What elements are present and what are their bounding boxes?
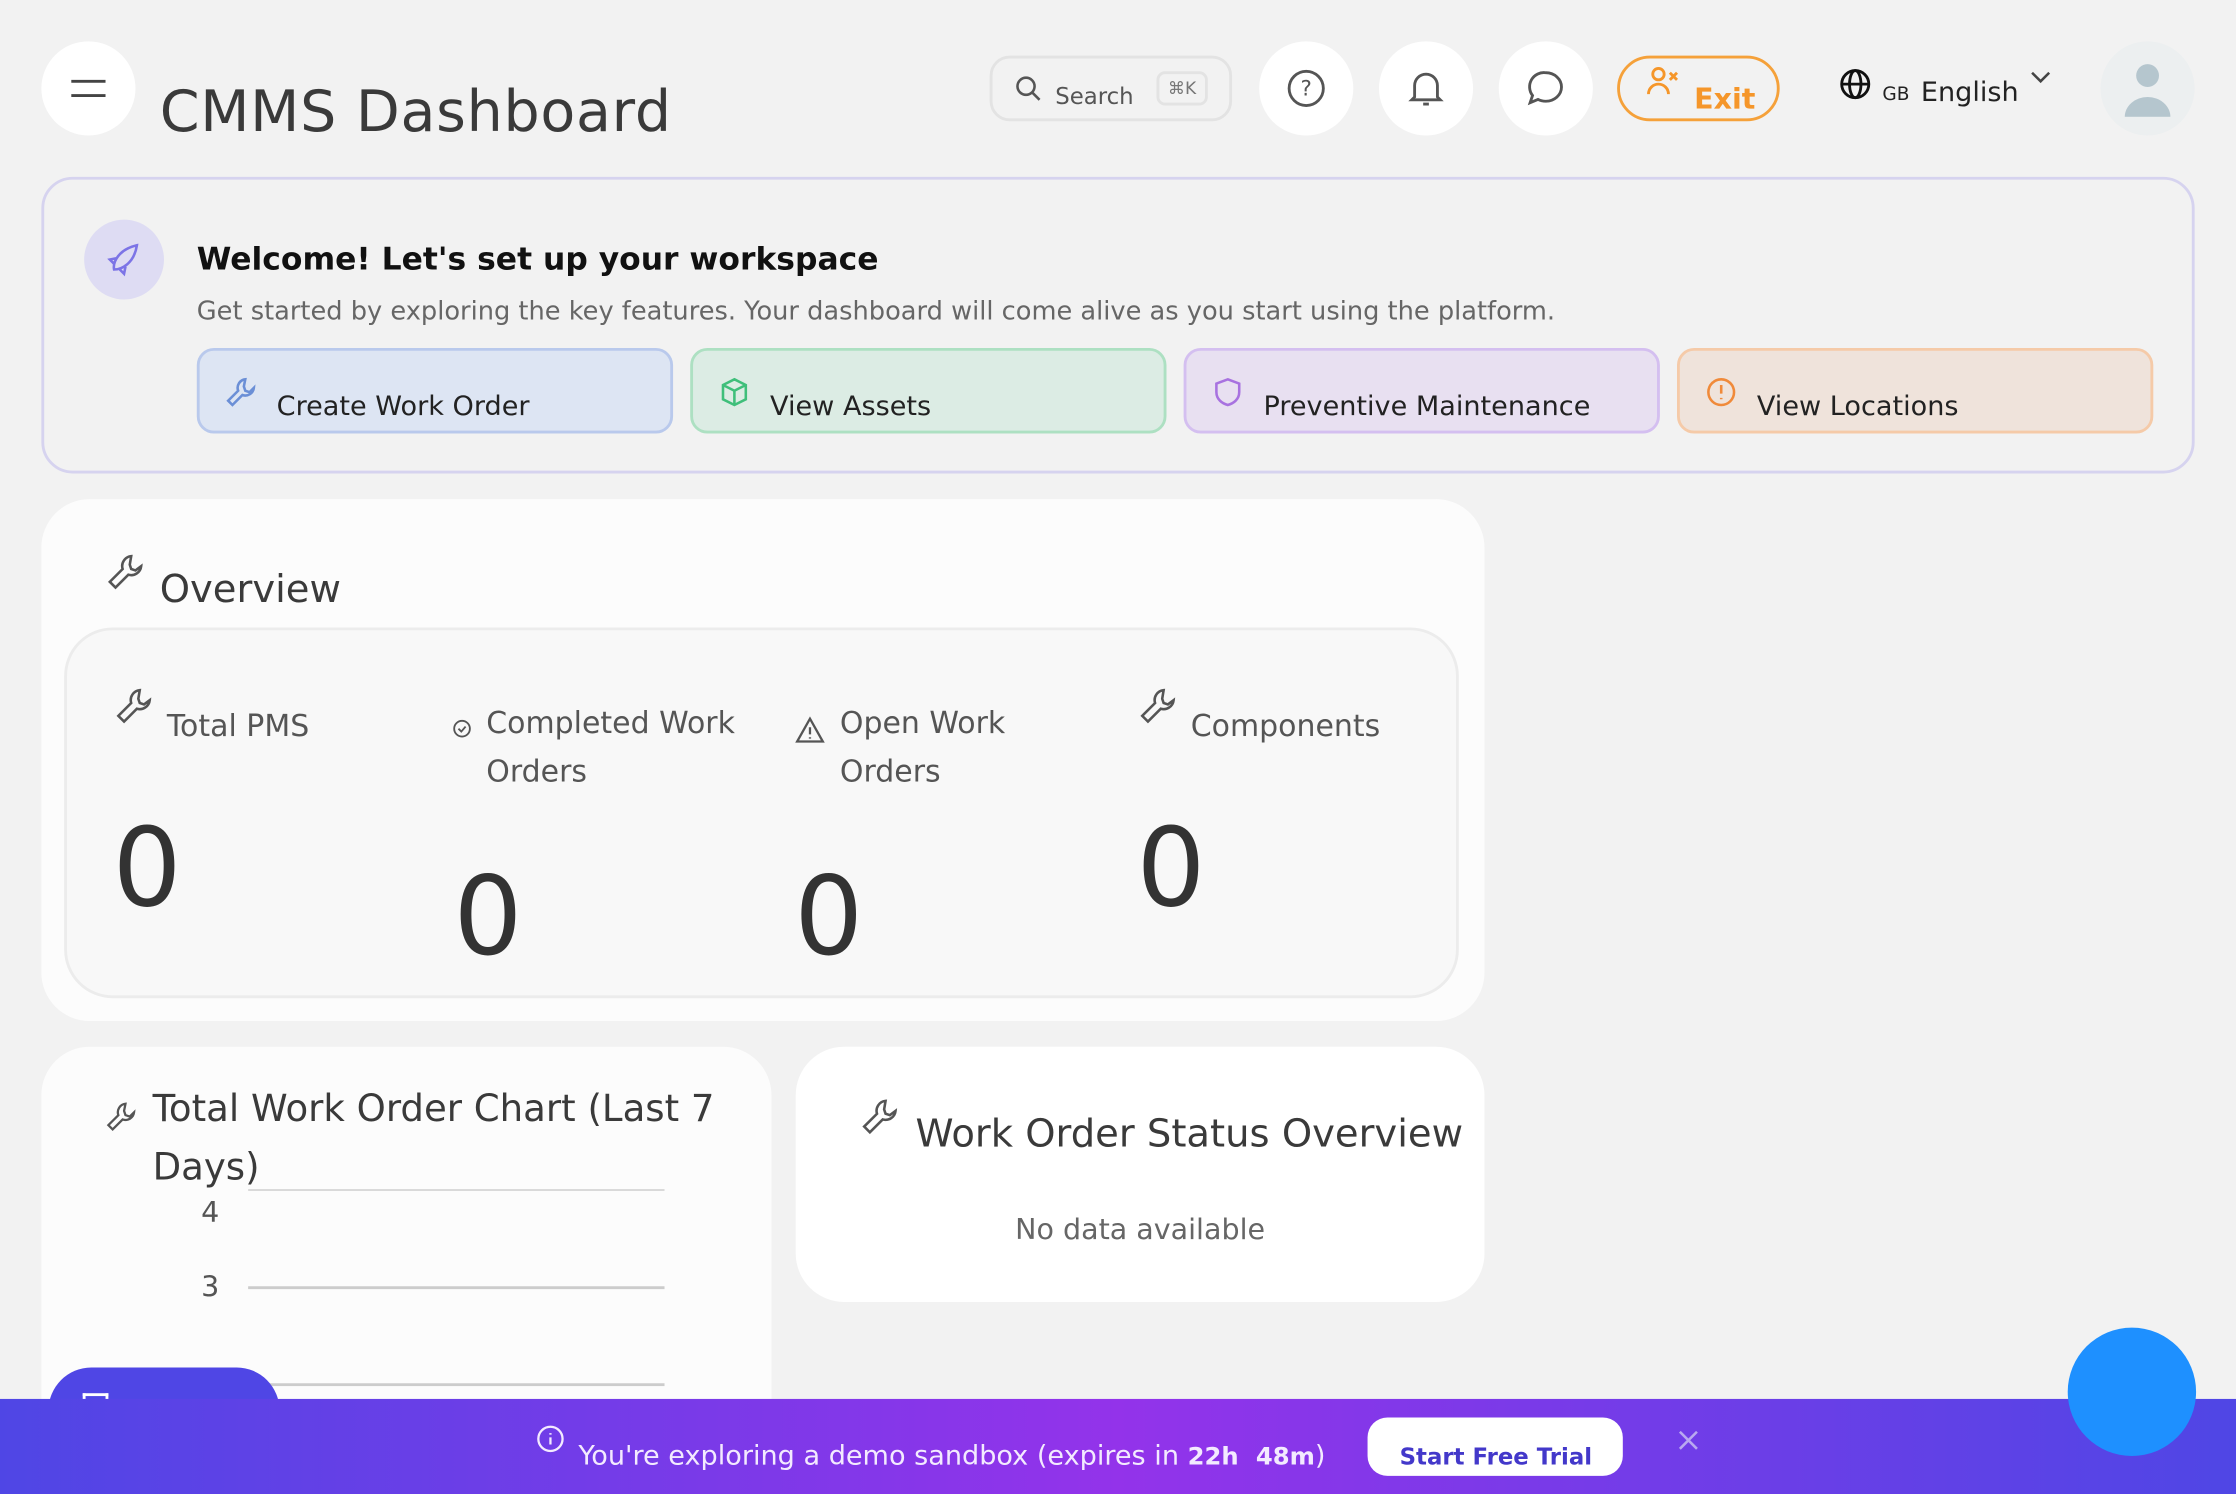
bell-icon <box>1408 72 1444 106</box>
wrench-icon <box>106 1102 136 1132</box>
stat-value: 0 <box>1136 804 1206 932</box>
chat-icon <box>1527 71 1563 106</box>
hamburger-icon <box>71 79 106 97</box>
stat-components: Components <box>1139 687 1380 750</box>
exit-button[interactable]: Exit <box>1617 55 1780 122</box>
view-assets-button[interactable]: View Assets <box>690 347 1167 434</box>
wrench-icon <box>226 377 256 407</box>
globe-icon <box>1840 69 1871 100</box>
svg-text:?: ? <box>1301 77 1312 102</box>
status-title: Work Order Status Overview <box>915 1112 1464 1157</box>
shield-icon <box>1215 377 1241 407</box>
overview-title: Overview <box>159 567 341 612</box>
rocket-icon <box>84 219 164 300</box>
stat-open-work-orders: Open Work Orders <box>794 699 1036 796</box>
stat-total-pms: Total PMS <box>116 687 309 750</box>
view-locations-button[interactable]: View Locations <box>1676 347 2154 434</box>
search-input[interactable]: Search ⌘K <box>989 55 1233 122</box>
warning-icon <box>795 716 825 743</box>
user-x-icon <box>1647 67 1679 95</box>
shortcut-hint: ⌘K <box>1156 71 1208 106</box>
welcome-subtitle: Get started by exploring the key feature… <box>196 296 1556 327</box>
gridline <box>248 1189 665 1191</box>
user-icon <box>2124 64 2171 117</box>
status-overview-card: Work Order Status Overview No data avail… <box>795 1046 1485 1302</box>
close-icon[interactable] <box>1678 1428 1701 1451</box>
stat-value: 0 <box>112 804 182 932</box>
stats-panel: Total PMS 0 Completed Work Orders 0 Open… <box>64 627 1459 999</box>
y-tick-label: 4 <box>201 1195 220 1230</box>
wrench-icon <box>107 554 143 590</box>
menu-button[interactable] <box>41 41 136 136</box>
chart-title: Total Work Order Chart (Last 7 Days) <box>152 1088 715 1190</box>
stat-value: 0 <box>794 852 864 980</box>
box-icon <box>721 377 748 407</box>
alert-circle-icon <box>1707 378 1736 407</box>
search-icon <box>1016 76 1041 101</box>
stat-completed-work-orders: Completed Work Orders <box>452 699 751 796</box>
welcome-panel: Welcome! Let's set up your workspace Get… <box>41 176 2195 474</box>
chevron-down-icon <box>2030 71 2050 84</box>
help-button[interactable]: ? <box>1259 41 1354 136</box>
y-tick-label: 3 <box>201 1269 220 1304</box>
preventive-maintenance-button[interactable]: Preventive Maintenance <box>1183 347 1660 434</box>
check-circle-icon <box>453 719 471 738</box>
page-title: CMMS Dashboard <box>159 79 672 146</box>
overview-card: Overview Total PMS 0 Completed Work Orde… <box>41 499 1485 1022</box>
notifications-button[interactable] <box>1378 41 1474 136</box>
wrench-icon <box>862 1099 898 1135</box>
gridline <box>248 1286 665 1290</box>
messages-button[interactable] <box>1498 41 1593 136</box>
welcome-title: Welcome! Let's set up your workspace <box>196 242 879 279</box>
avatar[interactable] <box>2100 41 2195 136</box>
demo-banner: You're exploring a demo sandbox (expires… <box>0 1398 2236 1494</box>
stat-value: 0 <box>453 852 523 980</box>
language-selector[interactable]: GB English <box>1840 68 2050 108</box>
wrench-icon <box>1140 688 1176 724</box>
info-icon <box>536 1424 564 1452</box>
wrench-icon <box>116 688 152 724</box>
start-free-trial-button[interactable]: Start Free Trial <box>1368 1417 1624 1476</box>
gridline <box>248 1383 665 1387</box>
chat-support-button[interactable] <box>2067 1327 2197 1456</box>
help-icon: ? <box>1287 69 1325 107</box>
empty-state: No data available <box>1015 1212 1266 1247</box>
create-work-order-button[interactable]: Create Work Order <box>196 347 674 434</box>
